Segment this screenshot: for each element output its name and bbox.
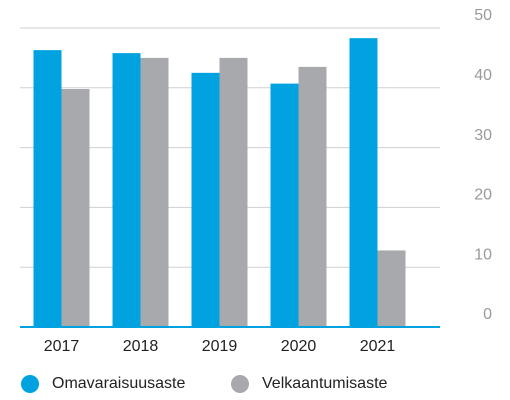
x-tick-label: 2021	[360, 338, 396, 355]
y-tick-label: 30	[474, 127, 492, 144]
legend-label: Velkaantumisaste	[262, 375, 388, 392]
y-tick-label: 10	[474, 246, 492, 263]
bar	[61, 88, 90, 327]
y-tick-label: 20	[474, 187, 492, 204]
bar	[377, 250, 406, 327]
legend-label: Omavaraisuusaste	[52, 375, 185, 392]
bar	[33, 50, 62, 327]
x-tick-label: 2020	[281, 338, 317, 355]
y-tick-label: 0	[483, 306, 492, 323]
bar	[140, 57, 169, 328]
y-tick-label: 50	[474, 7, 492, 24]
x-tick-label: 2019	[202, 338, 238, 355]
bar	[219, 57, 248, 328]
bar	[191, 72, 220, 327]
x-tick-label: 2017	[44, 338, 80, 355]
legend-swatch	[21, 375, 39, 393]
bar	[270, 83, 299, 327]
bar	[298, 66, 327, 328]
bar	[112, 53, 141, 328]
legend-swatch	[231, 375, 249, 393]
x-tick-label: 2018	[123, 338, 159, 355]
y-tick-label: 40	[474, 67, 492, 84]
bar	[349, 38, 378, 327]
